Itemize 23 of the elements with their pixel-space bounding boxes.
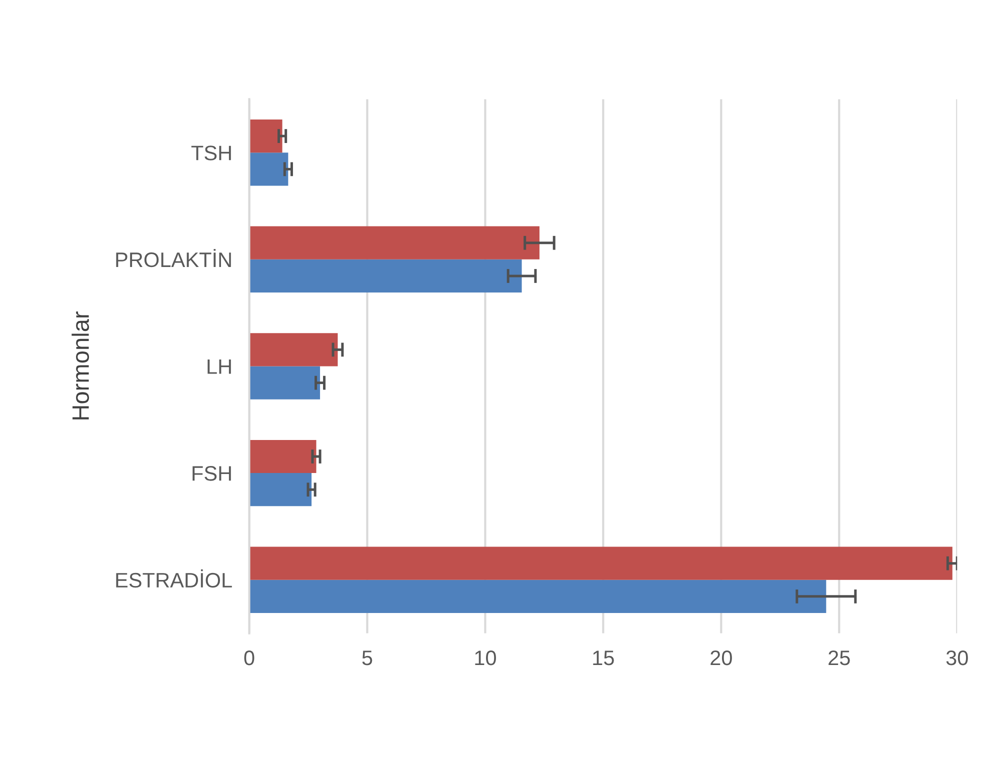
x-tick-label: 25 [828, 650, 850, 666]
x-tick-label: 30 [946, 650, 968, 666]
bar [249, 226, 540, 260]
x-tick-label: 5 [362, 650, 372, 666]
bar [249, 440, 316, 474]
x-tick-label: 20 [710, 650, 732, 666]
y-tick-label: LH [208, 359, 231, 374]
x-tick-label: 0 [244, 650, 254, 666]
y-axis-title: Hormonlar [72, 312, 89, 420]
bar [249, 152, 288, 186]
bar [249, 546, 952, 580]
x-tick-label: 10 [475, 650, 496, 666]
bar [249, 366, 320, 400]
y-tick-label: PROLAKTİN [116, 248, 231, 268]
bar [249, 580, 826, 613]
y-tick-label: TSH [191, 146, 231, 160]
bar [249, 333, 338, 366]
bar [249, 259, 522, 293]
x-tick-label: 15 [593, 650, 614, 666]
y-tick-label: ESTRADİOL [116, 569, 232, 588]
bar [249, 119, 282, 153]
y-tick-label: FSH [192, 466, 231, 481]
bar [249, 473, 312, 506]
